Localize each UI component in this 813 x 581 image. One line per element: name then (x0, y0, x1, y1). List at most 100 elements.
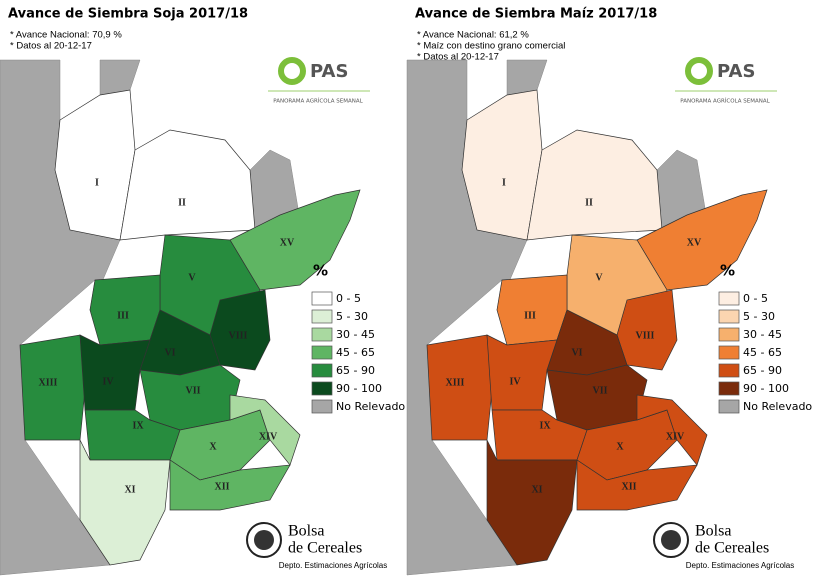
legend-label: 30 - 45 (743, 328, 782, 341)
legend-swatch (311, 399, 333, 414)
region-label: IX (132, 420, 144, 431)
legend-swatch (311, 291, 333, 306)
map-panel: Avance de Siembra Soja 2017/18 * Avance N… (0, 7, 405, 576)
region-label: III (117, 310, 129, 321)
region (229, 189, 361, 291)
logo-icon (278, 57, 306, 85)
footer-seal-inner (661, 530, 681, 550)
region (119, 129, 256, 241)
legend-swatch (311, 327, 333, 342)
neighbor-area (99, 59, 141, 96)
region-label: XV (687, 237, 702, 248)
legend-title: % (313, 262, 328, 280)
region-label: IV (509, 376, 521, 387)
note: * Datos al 20-12-17 (10, 41, 92, 52)
footer-dept: Depto. Estimaciones Agrícolas (279, 561, 388, 570)
region-label: V (188, 272, 196, 283)
note: * Avance Nacional: 70,9 % (10, 30, 122, 41)
region (526, 129, 663, 241)
footer-name: de Cereales (288, 540, 362, 557)
legend-swatch (311, 309, 333, 324)
region-label: III (524, 310, 536, 321)
legend-swatch (718, 327, 740, 342)
region (79, 334, 151, 411)
region-label: VI (164, 347, 175, 358)
region-label: IV (102, 376, 114, 387)
logo-name: PAS (717, 61, 755, 82)
region (426, 334, 493, 441)
map-title: Avance de Siembra Maíz 2017/18 (415, 7, 657, 22)
map-panel: Avance de Siembra Maíz 2017/18 * Avance N… (406, 7, 812, 576)
region (54, 89, 136, 241)
region-label: XI (531, 484, 542, 495)
region-label: X (616, 441, 624, 452)
legend-label: 0 - 5 (336, 292, 361, 305)
region (636, 394, 708, 466)
region-label: VI (571, 347, 582, 358)
region (79, 439, 171, 566)
legend-swatch (718, 363, 740, 378)
region-label: XI (124, 484, 135, 495)
legend-label: 0 - 5 (743, 292, 768, 305)
logo-tagline: PANORAMA AGRÍCOLA SEMANAL (273, 98, 363, 105)
legend-label: 45 - 65 (743, 346, 782, 359)
region-label: I (502, 177, 506, 188)
footer-name: Bolsa (288, 523, 324, 540)
region (169, 459, 291, 511)
legend-swatch (718, 381, 740, 396)
logo-name: PAS (310, 61, 348, 82)
region-label: XV (280, 237, 295, 248)
region-label: XIV (259, 431, 278, 442)
legend-label: 30 - 45 (336, 328, 375, 341)
region (636, 189, 768, 291)
region-label: II (178, 197, 186, 208)
region-label: VIII (229, 330, 248, 341)
note: * Avance Nacional: 61,2 % (417, 30, 529, 41)
legend-label: 65 - 90 (336, 364, 375, 377)
legend-label: 5 - 30 (743, 310, 775, 323)
region-label: XIII (39, 377, 58, 388)
footer-name: de Cereales (695, 540, 769, 557)
legend-label: 45 - 65 (336, 346, 375, 359)
region-label: V (595, 272, 603, 283)
region-label: I (95, 177, 99, 188)
map-title: Avance de Siembra Soja 2017/18 (8, 7, 248, 22)
legend-label: 5 - 30 (336, 310, 368, 323)
region (139, 364, 241, 431)
footer-seal-inner (254, 530, 274, 550)
region-label: X (209, 441, 217, 452)
legend-swatch (311, 363, 333, 378)
region-label: VII (185, 385, 200, 396)
legend-label: No Relevado (336, 400, 405, 413)
legend-title: % (720, 262, 735, 280)
legend-label: 65 - 90 (743, 364, 782, 377)
region-label: XII (621, 481, 636, 492)
region-label: XIV (666, 431, 685, 442)
region (486, 439, 578, 566)
region-label: XIII (446, 377, 465, 388)
region (576, 459, 698, 511)
region (486, 334, 558, 411)
region-label: IX (539, 420, 551, 431)
neighbor-area (506, 59, 548, 96)
note: * Maíz con destino grano comercial (417, 41, 565, 52)
region (546, 364, 648, 431)
footer-dept: Depto. Estimaciones Agrícolas (686, 561, 795, 570)
region-label: XII (214, 481, 229, 492)
legend-swatch (718, 309, 740, 324)
legend-label: No Relevado (743, 400, 812, 413)
legend-swatch (718, 345, 740, 360)
region (229, 394, 301, 466)
footer-name: Bolsa (695, 523, 731, 540)
region-label: VIII (636, 330, 655, 341)
note: * Datos al 20-12-17 (417, 52, 499, 63)
region (19, 334, 86, 441)
region (461, 89, 543, 241)
legend-swatch (718, 291, 740, 306)
logo-tagline: PANORAMA AGRÍCOLA SEMANAL (680, 98, 770, 105)
region-label: VII (592, 385, 607, 396)
legend-swatch (311, 345, 333, 360)
legend-swatch (718, 399, 740, 414)
region-label: II (585, 197, 593, 208)
